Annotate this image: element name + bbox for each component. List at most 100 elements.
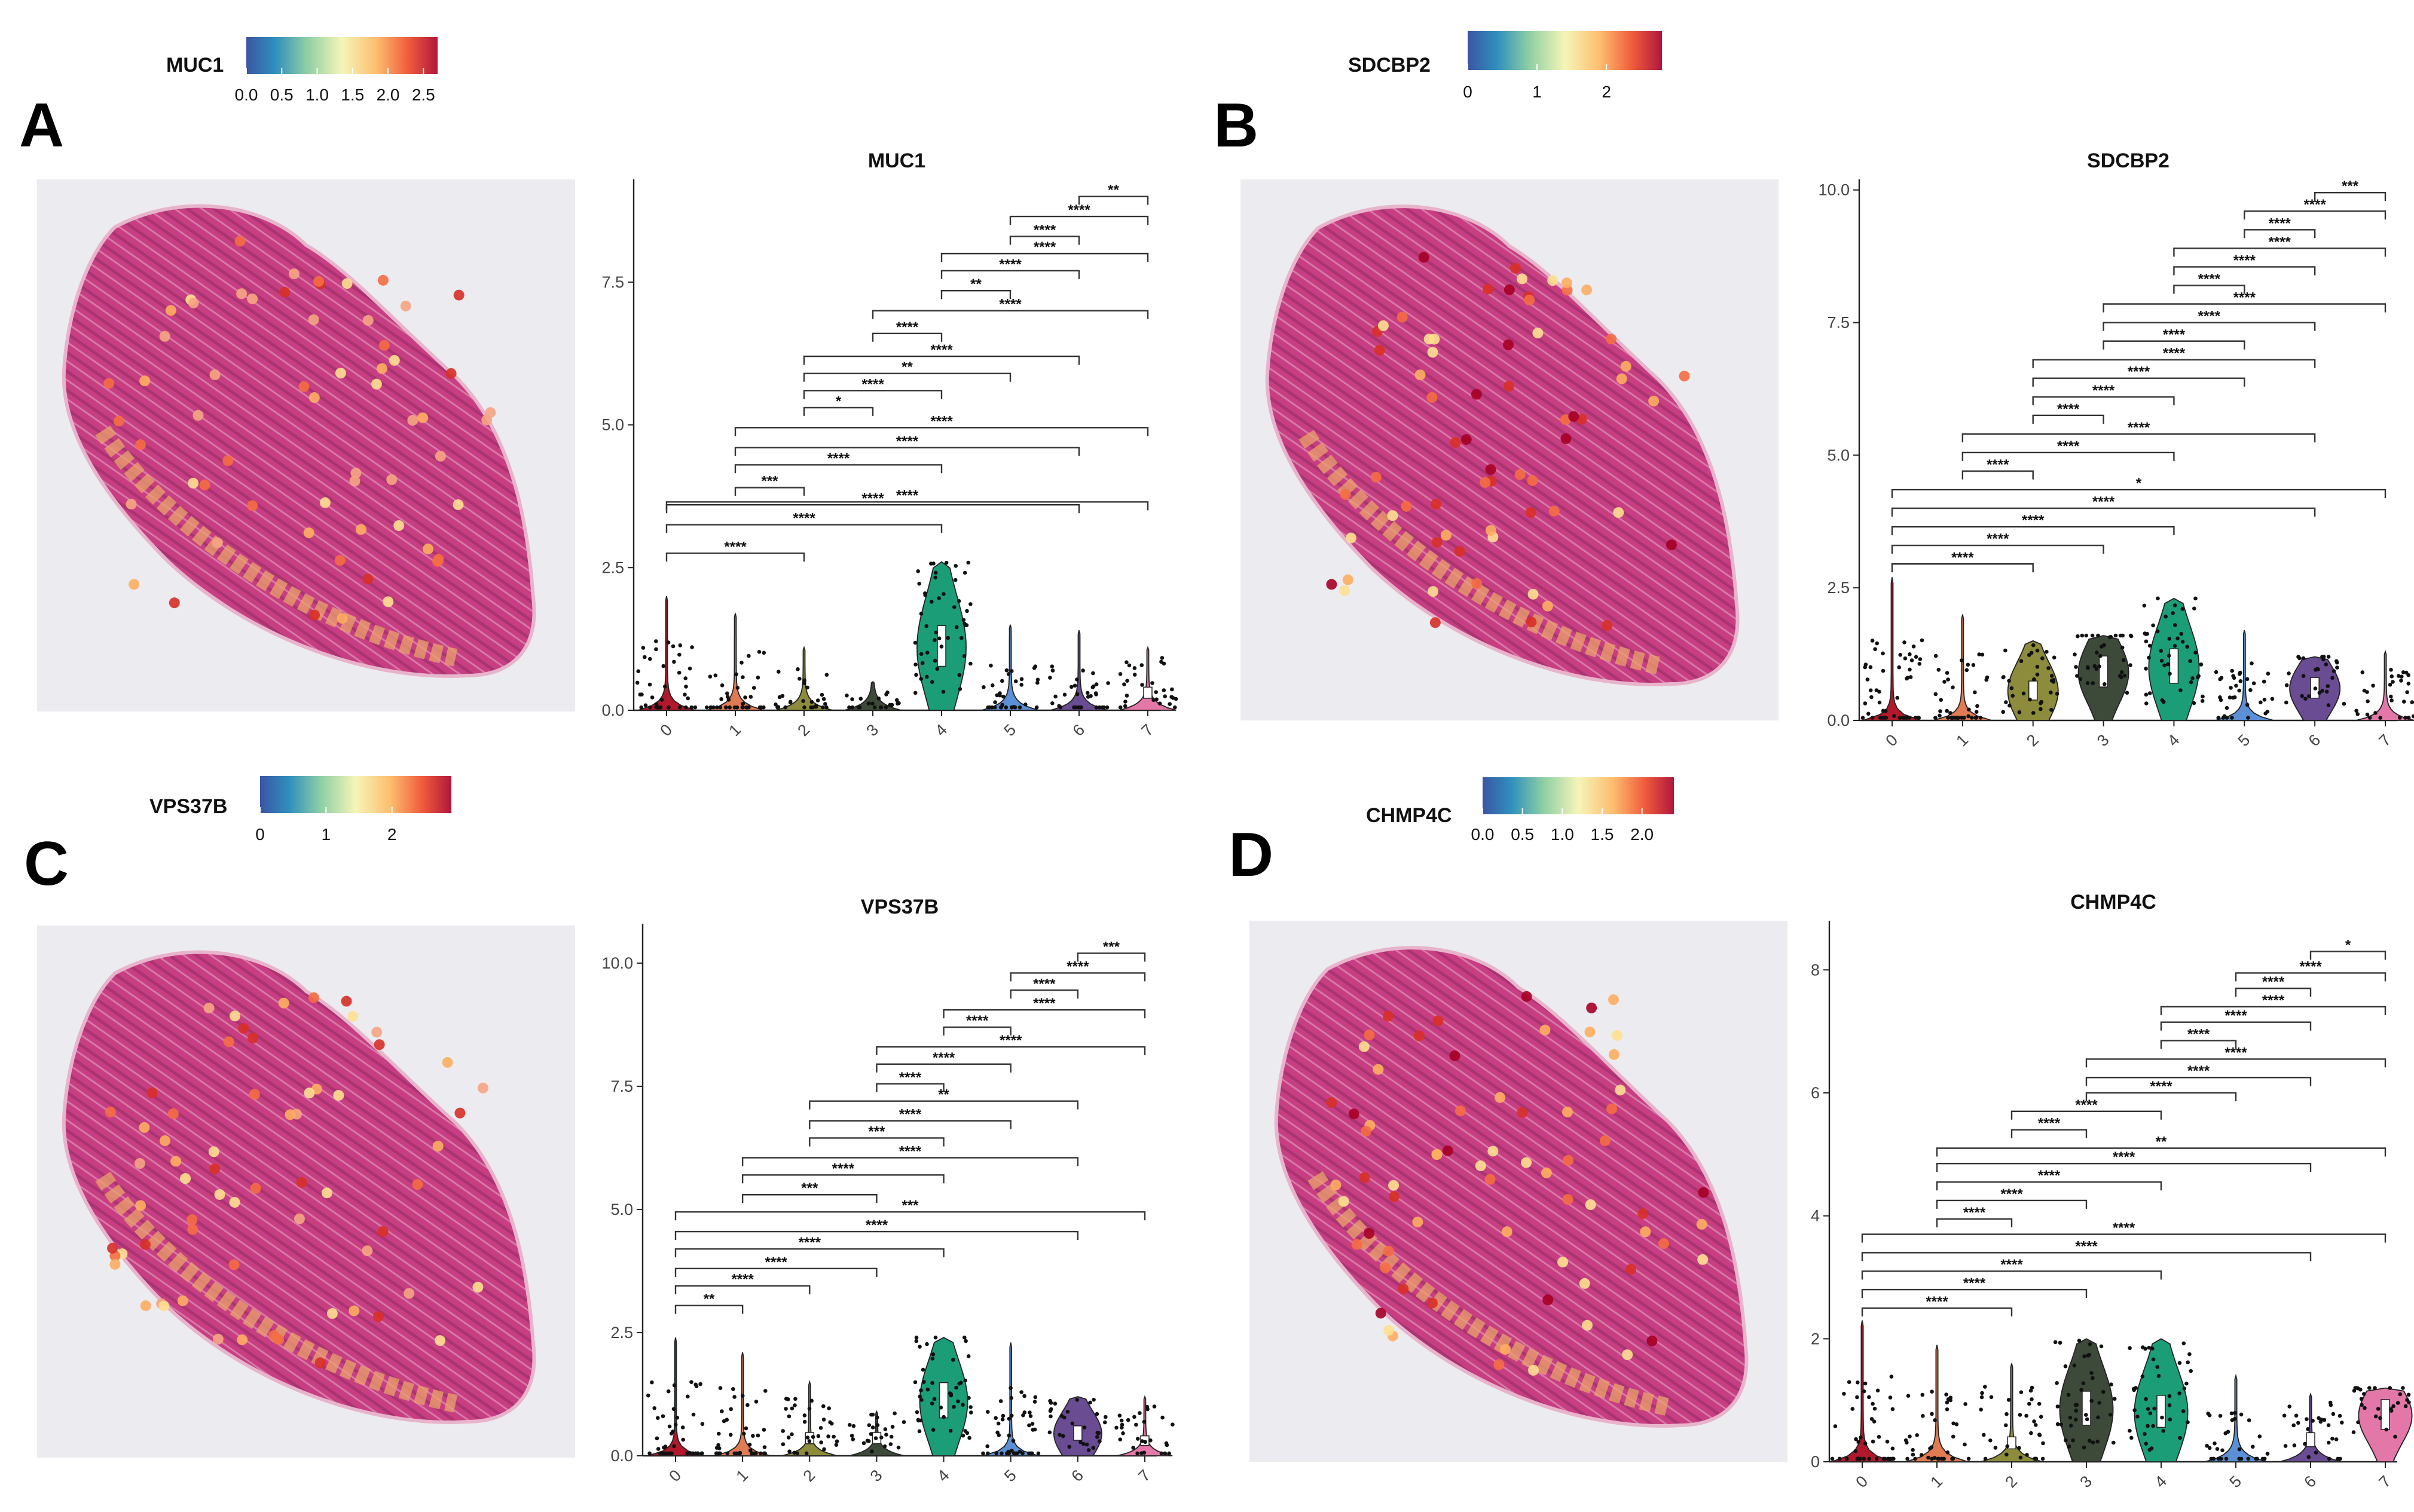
significance-label: **** <box>899 1143 922 1159</box>
spot <box>1568 411 1579 422</box>
data-point <box>1908 652 1912 656</box>
significance-label: **** <box>2198 308 2221 325</box>
x-tick-label: 3 <box>2076 1472 2095 1491</box>
data-point <box>961 618 966 622</box>
significance-bracket: **** <box>665 487 1149 511</box>
spot <box>247 500 258 511</box>
x-tick-label: 2 <box>2002 1472 2021 1491</box>
data-point <box>1145 1407 1150 1412</box>
data-point <box>2132 1388 2136 1392</box>
data-point <box>691 1412 696 1417</box>
data-point <box>643 655 647 659</box>
data-point <box>1058 705 1063 710</box>
data-point <box>1859 1435 1863 1440</box>
points-cluster-5 <box>981 1386 1041 1456</box>
data-point <box>2045 649 2049 654</box>
data-point <box>896 701 900 706</box>
data-point <box>802 1413 807 1418</box>
data-point <box>809 1398 814 1403</box>
significance-bracket: **** <box>2032 383 2175 405</box>
data-point <box>1869 695 1874 700</box>
data-point <box>2326 1440 2331 1445</box>
data-point <box>870 1449 874 1453</box>
significance-label: **** <box>896 319 919 335</box>
data-point <box>2300 694 2304 698</box>
data-point <box>824 673 829 677</box>
tissue-epithelium-spots <box>95 1171 458 1413</box>
data-point <box>729 1432 733 1437</box>
data-point <box>2079 1388 2083 1392</box>
data-point <box>1152 1404 1157 1409</box>
significance-bracket: **** <box>943 995 1146 1019</box>
bracket-line <box>2085 1058 2387 1068</box>
significance-bracket: **** <box>2103 327 2245 350</box>
data-point <box>1114 1425 1119 1430</box>
data-point <box>2406 716 2411 720</box>
spot <box>1485 464 1496 475</box>
spot <box>1608 1049 1619 1060</box>
data-point <box>959 1380 963 1385</box>
data-point <box>1001 694 1006 699</box>
data-point <box>986 1451 990 1456</box>
spot <box>1581 284 1593 295</box>
data-point <box>924 624 928 628</box>
data-point <box>1897 716 1902 720</box>
legend-title: VPS37B <box>149 795 227 818</box>
data-point <box>876 697 881 701</box>
data-point <box>2393 1434 2397 1439</box>
box-cluster-2 <box>2007 1436 2016 1450</box>
data-point <box>870 1425 875 1429</box>
data-point <box>919 1418 923 1423</box>
significance-label: **** <box>2057 438 2080 454</box>
data-point <box>1075 692 1080 697</box>
data-point <box>1028 1414 1033 1418</box>
data-point <box>1169 695 1174 699</box>
data-point <box>2100 644 2104 649</box>
data-point <box>2376 1407 2381 1411</box>
data-point <box>866 701 871 705</box>
data-point <box>2032 1419 2036 1424</box>
data-point <box>1979 1407 1983 1412</box>
spot <box>135 439 146 450</box>
data-point <box>1160 1415 1165 1420</box>
data-point <box>2322 1418 2327 1422</box>
spot <box>139 1239 151 1250</box>
significance-label: **** <box>930 413 953 429</box>
data-point <box>930 600 934 604</box>
data-point <box>2239 1412 2244 1417</box>
data-point <box>2090 633 2095 638</box>
significance-label: **** <box>2128 420 2150 436</box>
significance-label: **** <box>1951 549 1974 566</box>
data-point <box>2146 1407 2150 1411</box>
data-point <box>2317 1416 2321 1421</box>
data-point <box>705 705 709 710</box>
significance-label: **** <box>899 1107 922 1123</box>
data-point <box>675 1415 680 1420</box>
significance-bracket: **** <box>674 1254 878 1277</box>
data-point <box>2326 655 2331 659</box>
data-point <box>954 564 958 568</box>
x-tick-label: 6 <box>1068 1466 1087 1485</box>
data-point <box>2330 676 2334 680</box>
data-point <box>923 593 927 597</box>
bracket-line <box>2032 396 2175 405</box>
bracket-line <box>1010 972 1146 982</box>
data-point <box>2028 1388 2033 1393</box>
data-point <box>2135 1415 2140 1419</box>
spot <box>278 997 289 1009</box>
data-point <box>1167 1451 1171 1456</box>
data-point <box>1938 713 1942 718</box>
data-point <box>672 659 676 664</box>
data-point <box>2096 633 2100 638</box>
spot <box>1450 437 1461 448</box>
data-point <box>1911 644 1916 649</box>
data-point <box>2117 674 2122 678</box>
data-point <box>1917 662 1922 666</box>
significance-bracket: **** <box>2085 1063 2312 1086</box>
data-point <box>2187 1352 2192 1357</box>
points-cluster-6 <box>1048 664 1110 710</box>
spot <box>1606 1103 1618 1114</box>
significance-label: **** <box>2163 346 2186 362</box>
significance-label: **** <box>2113 1149 2135 1165</box>
x-tick-label: 1 <box>1952 731 1972 750</box>
